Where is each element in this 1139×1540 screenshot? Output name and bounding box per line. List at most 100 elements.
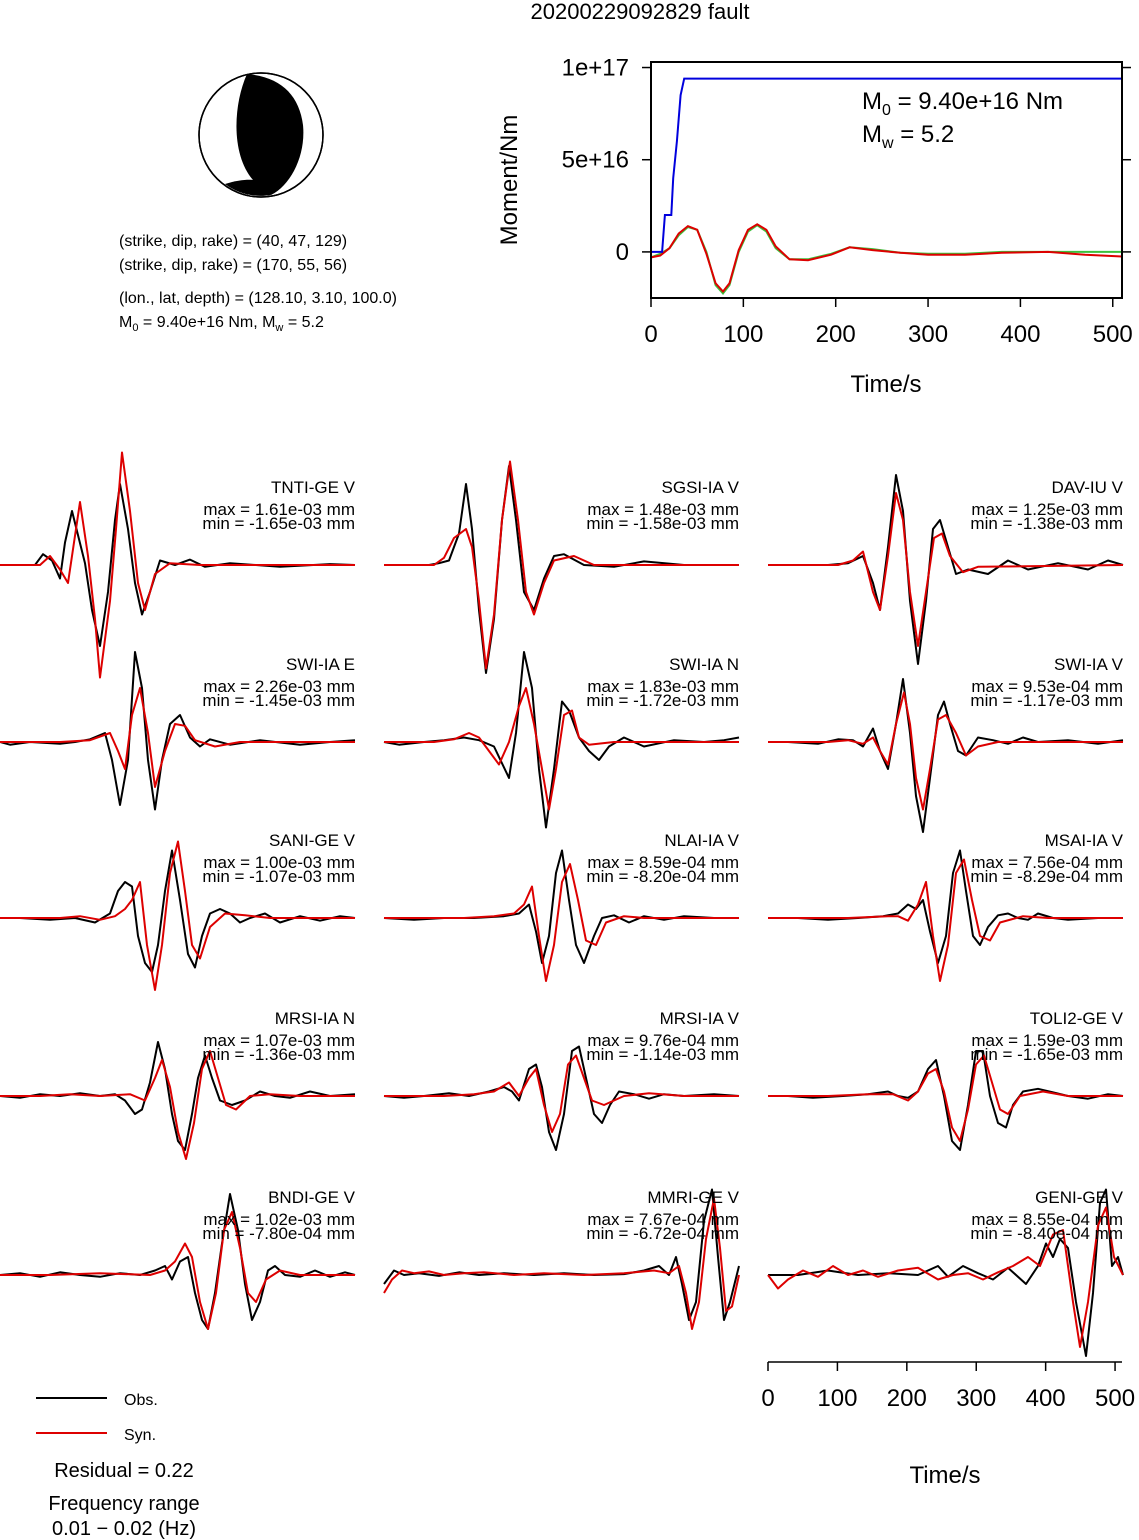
station-name: TNTI-GE V bbox=[271, 478, 356, 497]
moment-y-axis-label: Moment/Nm bbox=[496, 115, 523, 246]
moment-plot-frame bbox=[650, 61, 1123, 299]
station-name: BNDI-GE V bbox=[268, 1188, 356, 1207]
synthetic-waveform bbox=[384, 1054, 739, 1133]
station-name: MRSI-IA V bbox=[660, 1009, 740, 1028]
station-max: max = 1.00e-03 mm bbox=[203, 853, 355, 872]
moment-series-syn bbox=[650, 223, 1123, 294]
time-axis-tick-label: 500 bbox=[1095, 1385, 1135, 1412]
station-max: max = 1.61e-03 mm bbox=[203, 500, 355, 519]
location-depth: (lon., lat, depth) = (128.10, 3.10, 100.… bbox=[119, 290, 397, 307]
beachball-lower-quadrant bbox=[225, 179, 271, 196]
station-min: min = -6.72e-04 mm bbox=[586, 1224, 739, 1243]
station-name: NLAI-IA V bbox=[664, 831, 739, 850]
figure-title: 20200229092829 fault bbox=[531, 0, 750, 24]
moment-y-axis: 0 5e+16 1e+17 bbox=[562, 55, 1131, 266]
station-max: max = 2.26e-03 mm bbox=[203, 677, 355, 696]
nodal-plane-2: (strike, dip, rake) = (170, 55, 56) bbox=[119, 257, 347, 274]
station-name: SWI-IA V bbox=[1054, 655, 1124, 674]
synthetic-waveform bbox=[0, 687, 355, 788]
moment-x-axis: 0 100 200 300 400 500 bbox=[644, 298, 1133, 348]
synthetic-waveform bbox=[768, 691, 1123, 811]
time-axis-tick-label: 0 bbox=[761, 1385, 774, 1412]
station-name: DAV-IU V bbox=[1052, 478, 1124, 497]
station-min: min = -7.80e-04 mm bbox=[202, 1224, 355, 1243]
moment-y-tick-label: 5e+16 bbox=[562, 147, 629, 174]
legend-syn-label: Syn. bbox=[124, 1427, 156, 1444]
station-min: min = -1.07e-03 mm bbox=[202, 867, 355, 886]
moment-magnitude-line: M0 = 9.40e+16 Nm, Mw = 5.2 bbox=[119, 314, 324, 334]
moment-x-axis-label: Time/s bbox=[850, 371, 921, 398]
beachball bbox=[198, 72, 324, 198]
station-max: max = 1.02e-03 mm bbox=[203, 1210, 355, 1229]
station-min: min = -8.20e-04 mm bbox=[586, 867, 739, 886]
station-min: min = -1.72e-03 mm bbox=[586, 691, 739, 710]
station-max: max = 9.76e-04 mm bbox=[587, 1031, 739, 1050]
station-min: min = -8.29e-04 mm bbox=[970, 867, 1123, 886]
station-max: max = 1.83e-03 mm bbox=[587, 677, 739, 696]
moment-series-cumulative-moment bbox=[651, 77, 1122, 253]
synthetic-waveform bbox=[0, 1211, 355, 1330]
nodal-plane-1: (strike, dip, rake) = (40, 47, 129) bbox=[119, 233, 347, 250]
moment-x-tick-label: 0 bbox=[644, 321, 657, 348]
station-min: min = -1.45e-03 mm bbox=[202, 691, 355, 710]
station-max: max = 1.07e-03 mm bbox=[203, 1031, 355, 1050]
time-axis-tick-label: 300 bbox=[956, 1385, 996, 1412]
station-name: SWI-IA E bbox=[286, 655, 355, 674]
station-max: max = 8.55e-04 mm bbox=[971, 1210, 1123, 1229]
moment-mw-annotation: Mw = 5.2 bbox=[862, 121, 954, 152]
frequency-range-value: 0.01 − 0.02 (Hz) bbox=[52, 1518, 196, 1540]
residual-value: Residual = 0.22 bbox=[54, 1460, 194, 1482]
legend: Obs. Syn. bbox=[36, 1392, 158, 1444]
station-name: GENI-GE V bbox=[1035, 1188, 1124, 1207]
legend-obs-label: Obs. bbox=[124, 1392, 158, 1409]
station-max: max = 7.67e-04 mm bbox=[587, 1210, 739, 1229]
synthetic-waveform bbox=[383, 1197, 740, 1330]
time-axis-tick-label: 200 bbox=[887, 1385, 927, 1412]
frequency-range-label: Frequency range bbox=[48, 1493, 199, 1515]
synthetic-waveform bbox=[0, 840, 355, 991]
beachball-compressional-quadrant bbox=[236, 74, 304, 195]
station-max: max = 1.59e-03 mm bbox=[971, 1031, 1123, 1050]
synthetic-waveform bbox=[768, 1054, 1123, 1142]
waveform-time-axis-label: Time/s bbox=[909, 1462, 980, 1489]
time-axis-tick-label: 400 bbox=[1026, 1385, 1066, 1412]
moment-x-tick-label: 200 bbox=[816, 321, 856, 348]
station-name: SWI-IA N bbox=[669, 655, 739, 674]
moment-x-tick-label: 100 bbox=[723, 321, 763, 348]
observed-waveform bbox=[0, 849, 356, 973]
station-max: max = 9.53e-04 mm bbox=[971, 677, 1123, 696]
station-max: max = 7.56e-04 mm bbox=[971, 853, 1123, 872]
waveform-time-axis: 0 100 200 300 400 500 bbox=[761, 1361, 1135, 1412]
station-max: max = 8.59e-04 mm bbox=[587, 853, 739, 872]
station-name: TOLI2-GE V bbox=[1030, 1009, 1124, 1028]
synthetic-waveform bbox=[768, 492, 1124, 647]
synthetic-waveform bbox=[0, 1050, 355, 1160]
station-min: min = -1.38e-03 mm bbox=[970, 514, 1123, 533]
station-max: max = 1.48e-03 mm bbox=[587, 500, 739, 519]
station-name: MMRI-GE V bbox=[647, 1188, 739, 1207]
station-name: SGSI-IA V bbox=[662, 478, 740, 497]
station-min: min = -1.65e-03 mm bbox=[202, 514, 355, 533]
station-name: MRSI-IA N bbox=[275, 1009, 355, 1028]
synthetic-waveform bbox=[384, 687, 739, 811]
station-min: min = -8.40e-04 mm bbox=[970, 1224, 1123, 1243]
synthetic-waveform bbox=[768, 858, 1123, 982]
station-min: min = -1.36e-03 mm bbox=[202, 1045, 355, 1064]
station-min: min = -1.14e-03 mm bbox=[586, 1045, 739, 1064]
observed-waveform bbox=[0, 651, 356, 811]
station-min: min = -1.58e-03 mm bbox=[586, 514, 739, 533]
station-name: MSAI-IA V bbox=[1045, 831, 1124, 850]
moment-x-tick-label: 500 bbox=[1093, 321, 1133, 348]
time-axis-tick-label: 100 bbox=[817, 1385, 857, 1412]
